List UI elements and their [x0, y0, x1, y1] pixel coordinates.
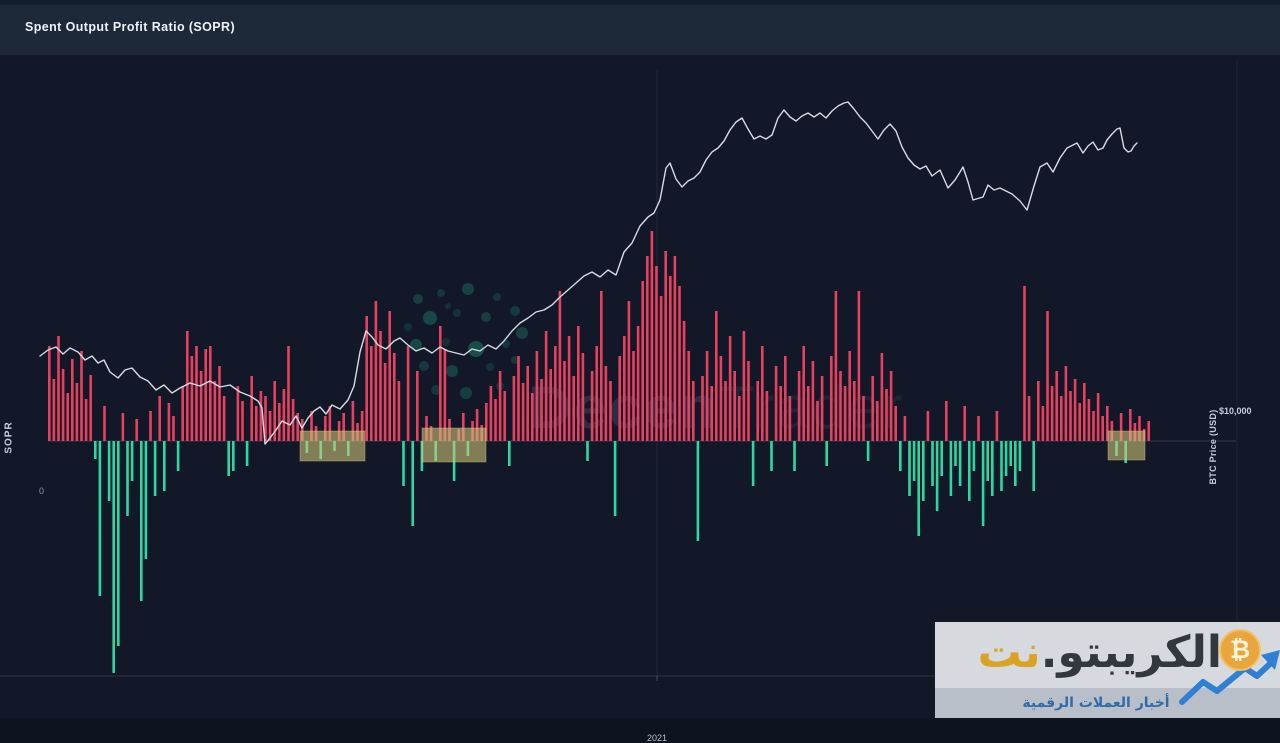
bitcoin-icon: ₿ [1219, 629, 1261, 671]
site-brand-text: الكريبتو.نت [978, 618, 1222, 684]
right-axis-title: BTC Price (USD) [1208, 409, 1218, 485]
trend-arrow-icon [1179, 650, 1280, 705]
sopr-chart-canvas[interactable] [0, 55, 1280, 718]
left-axis-title: SOPR [3, 421, 15, 454]
watermark-box-sub [935, 688, 1280, 718]
brand-part-net: نت [977, 627, 1041, 678]
left-axis-tick-0: 0 [38, 486, 44, 496]
chart-header-bar: Spent Output Profit Ratio (SOPR) [0, 0, 1280, 55]
x-axis-tick-2021: 2021 [646, 733, 668, 743]
alcrypto-net-watermark: ₿ الكريبتو.نت أخبار العملات الرقمية [935, 622, 1280, 718]
chart-title: Spent Output Profit Ratio (SOPR) [25, 20, 236, 34]
chart-panel: DecenTrader SOPR 0 $10,000 BTC Price (US… [0, 55, 1280, 743]
site-tagline: أخبار العملات الرقمية [1022, 695, 1170, 711]
right-axis-tick-10000: $10,000 [1219, 406, 1252, 416]
brand-part-crypto: الكريبتو. [1040, 627, 1222, 678]
